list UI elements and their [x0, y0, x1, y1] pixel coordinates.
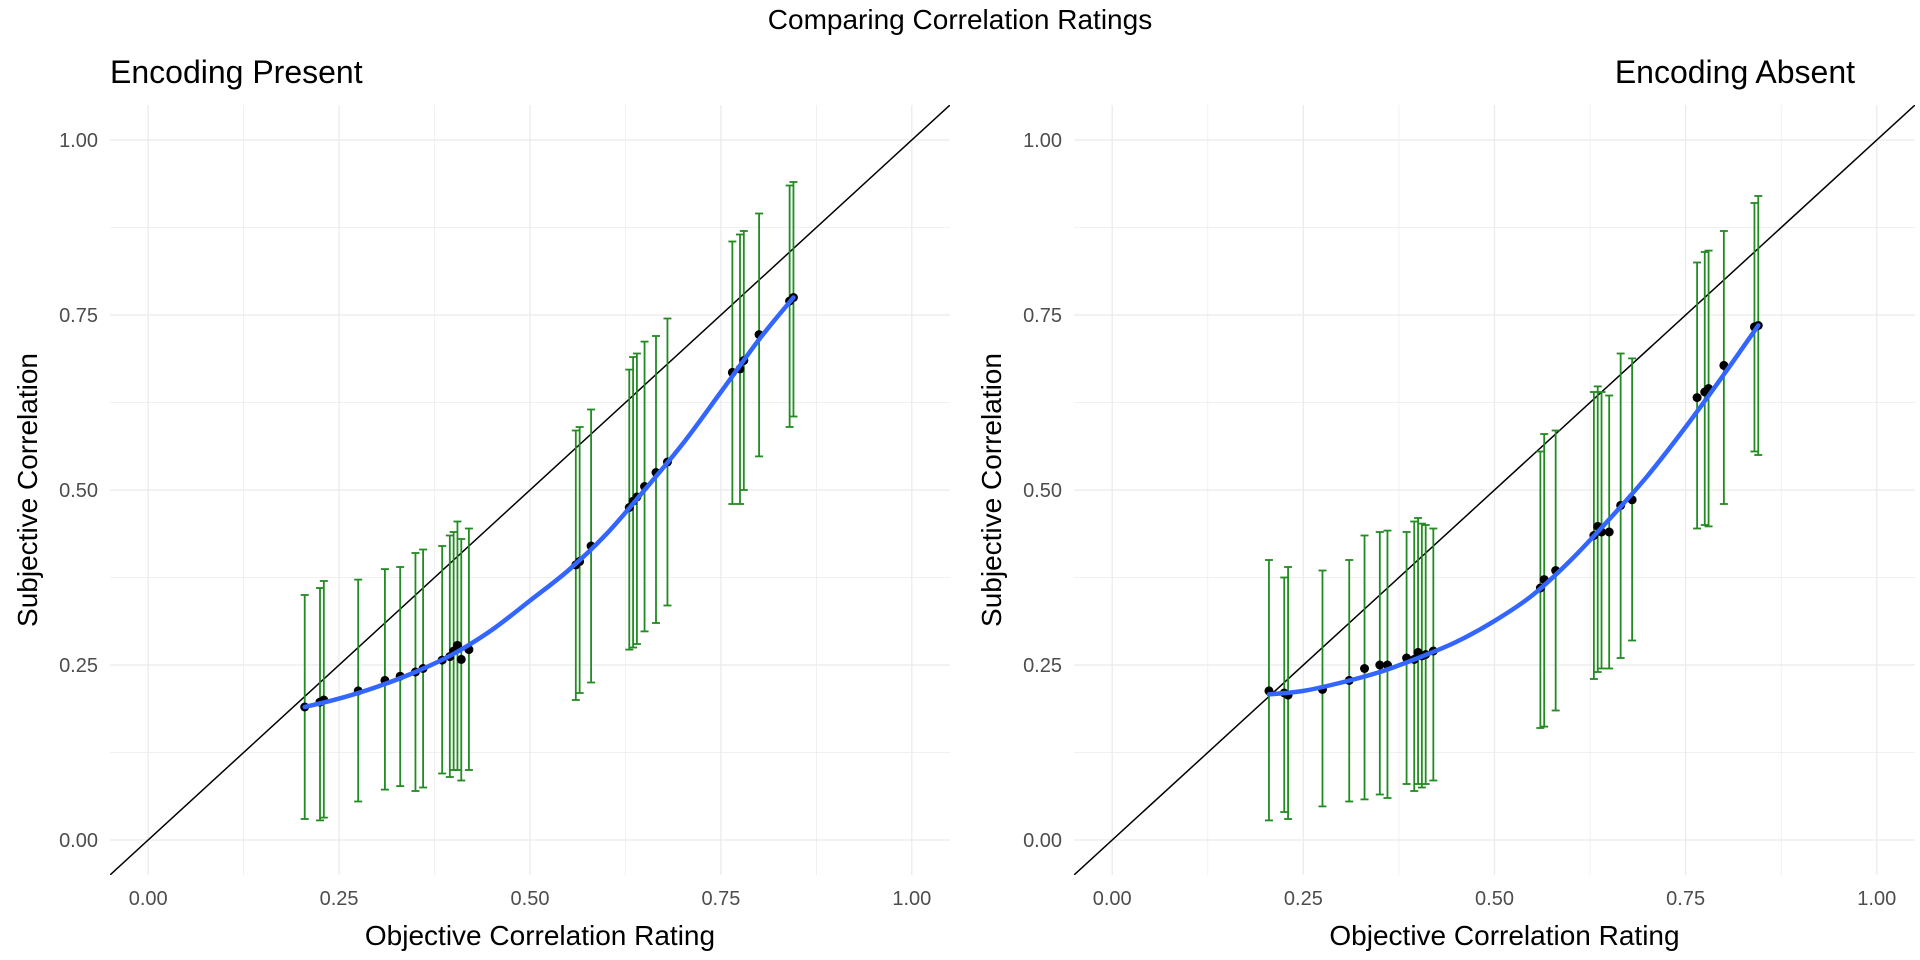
x-axis-title: Objective Correlation Rating: [1329, 920, 1679, 951]
x-tick-label: 1.00: [892, 888, 931, 910]
x-tick-label: 0.75: [1666, 888, 1705, 910]
x-tick-label: 0.00: [129, 888, 168, 910]
y-tick-label: 0.50: [59, 480, 98, 502]
figure-title: Comparing Correlation Ratings: [767, 4, 1153, 35]
x-axis-title: Objective Correlation Rating: [365, 920, 715, 951]
data-point: [452, 640, 462, 650]
identity-line: [1074, 105, 1915, 875]
x-tick-label: 0.25: [320, 888, 359, 910]
panel-title: Encoding Present: [110, 54, 363, 90]
x-tick-label: 0.75: [701, 888, 740, 910]
x-tick-label: 1.00: [1857, 888, 1896, 910]
data-point: [1375, 660, 1385, 670]
error-bar: [785, 184, 794, 428]
panel-title: Encoding Absent: [1615, 54, 1855, 90]
x-tick-label: 0.50: [511, 888, 550, 910]
data-point: [1692, 393, 1702, 403]
x-tick-label: 0.50: [1475, 888, 1514, 910]
x-tick-label: 0.00: [1093, 888, 1132, 910]
y-tick-label: 1.00: [1023, 130, 1062, 152]
y-tick-label: 1.00: [59, 130, 98, 152]
plot-area: [110, 105, 950, 875]
smooth-curve: [302, 295, 796, 710]
gridlines: [1074, 105, 1915, 875]
y-axis-title: Subjective Correlation: [12, 353, 43, 627]
y-tick-label: 0.00: [59, 830, 98, 852]
panel-1: 0.00 0.25 0.50 0.75 1.00 0.00 0.25 0.50 0.75 1.00…: [12, 54, 950, 951]
y-tick-label: 0.25: [1023, 655, 1062, 677]
y-axis-title: Subjective Correlation: [976, 353, 1007, 627]
y-tick-label: 0.25: [59, 655, 98, 677]
y-tick-label: 0.75: [1023, 305, 1062, 327]
y-tick-label: 0.50: [1023, 480, 1062, 502]
identity-line: [110, 105, 950, 875]
y-tick-label: 0.75: [59, 305, 98, 327]
data-point: [456, 654, 466, 664]
data-point: [1604, 527, 1614, 537]
panel-2: 0.00 0.25 0.50 0.75 1.00 0.00 0.25 0.50 0.75 1.00…: [976, 54, 1915, 951]
data-point: [1360, 664, 1370, 673]
smooth-curve: [1266, 323, 1761, 697]
plot-area: [1074, 105, 1915, 875]
x-tick-label: 0.25: [1284, 888, 1323, 910]
y-tick-label: 0.00: [1023, 830, 1062, 852]
